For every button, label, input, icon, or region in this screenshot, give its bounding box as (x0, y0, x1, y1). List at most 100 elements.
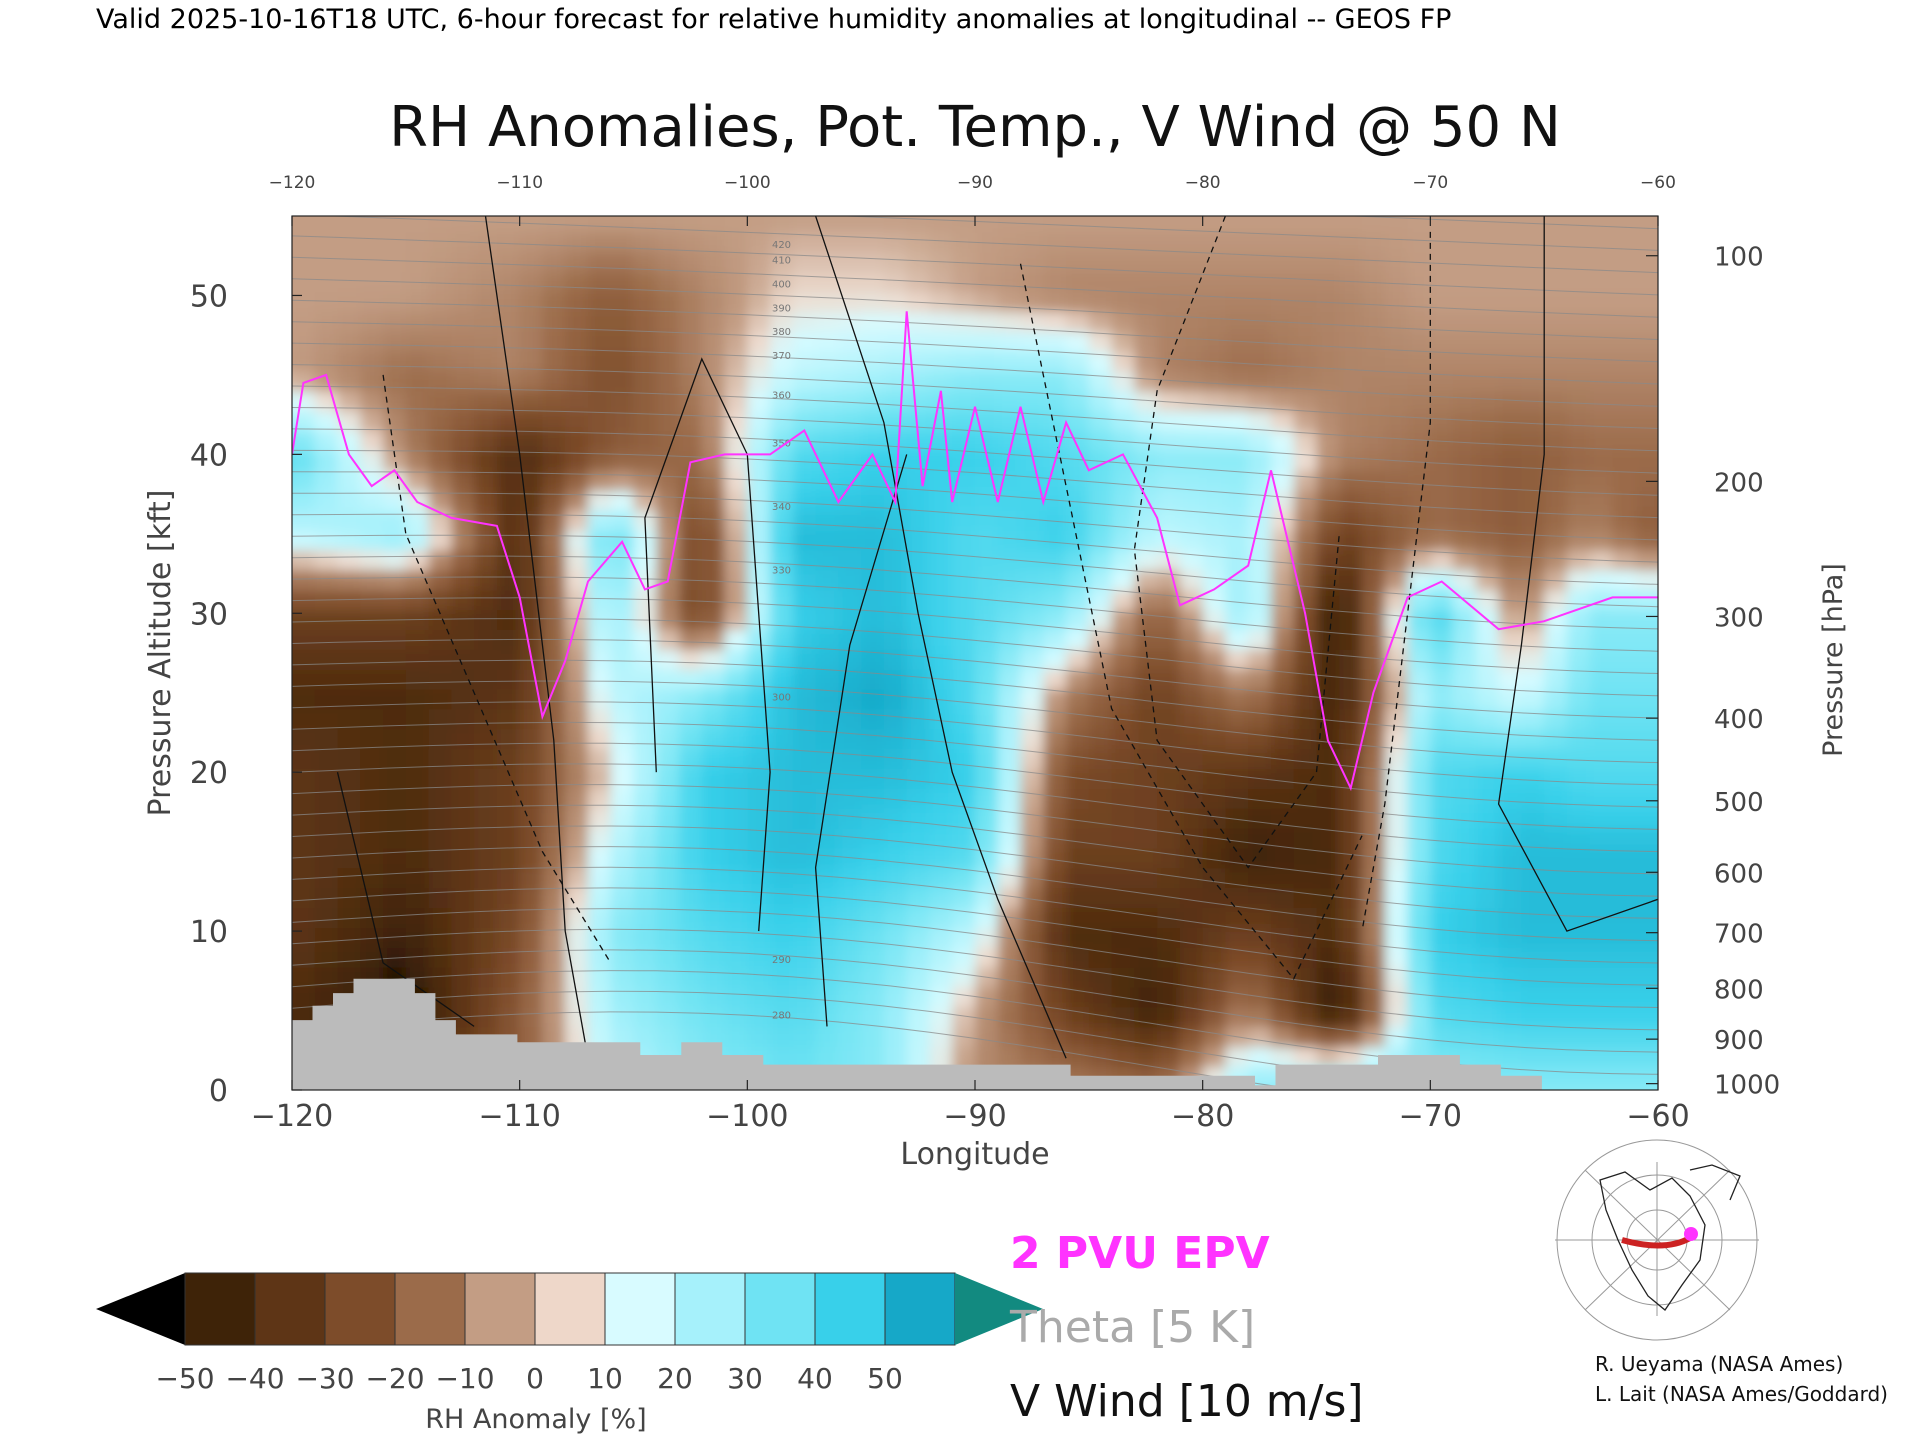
rh-cell (474, 927, 498, 948)
rh-cell (1544, 510, 1568, 531)
rh-cell (838, 907, 862, 928)
rh-cell (1248, 271, 1272, 293)
rh-cell (1612, 351, 1637, 372)
rh-cell (883, 251, 908, 273)
rh-cell (1316, 311, 1341, 332)
rh-cell (1111, 688, 1136, 710)
rh-cell (1043, 331, 1067, 352)
rh-cell (1384, 529, 1409, 551)
rh-cell (383, 529, 407, 551)
rh-cell (815, 331, 840, 352)
theta-line (292, 659, 1658, 741)
rh-cell (588, 549, 612, 571)
rh-cell (1248, 609, 1272, 630)
rh-cell (1453, 470, 1477, 491)
rh-cell (610, 867, 635, 889)
theta-label: 400 (772, 280, 791, 291)
rh-cell (792, 748, 817, 769)
rh-cell (1612, 589, 1637, 611)
rh-cell (1134, 192, 1158, 213)
rh-cell (656, 390, 680, 412)
rh-cell (1566, 847, 1591, 869)
rh-cell (610, 390, 635, 412)
v-wind-line (382, 374, 612, 964)
rh-cell (292, 927, 316, 948)
rh-cell (883, 708, 908, 730)
rh-cell (1498, 609, 1523, 630)
rh-cell (588, 847, 612, 869)
rh-cell (314, 450, 339, 472)
rh-cell (770, 708, 794, 730)
rh-cell (429, 192, 453, 213)
rh-cell (1521, 271, 1545, 293)
rh-cell (1293, 768, 1318, 789)
rh-cell (770, 470, 794, 491)
rh-cell (1111, 470, 1136, 491)
rh-cell (1088, 966, 1113, 988)
rh-cell (1384, 370, 1409, 392)
rh-cell (337, 927, 362, 948)
rh-cell (1293, 529, 1318, 551)
theta-line (292, 804, 1658, 897)
rh-cell (1521, 966, 1545, 988)
rh-cell (1020, 351, 1045, 372)
rh-cell (1407, 370, 1432, 392)
rh-cell (679, 847, 703, 869)
rh-cell (701, 887, 726, 909)
rh-cell (1088, 331, 1113, 352)
rh-cell (1157, 251, 1181, 273)
rh-cell (724, 216, 749, 233)
rh-cell (1316, 351, 1341, 372)
rh-cell (337, 569, 362, 591)
pressure-tick-label: 800 (1714, 975, 1764, 1005)
rh-cell (1271, 847, 1295, 869)
rh-cell (883, 986, 908, 1008)
rh-cell (1225, 192, 1249, 213)
rh-cell (1066, 1046, 1090, 1067)
rh-cell (1088, 430, 1113, 452)
rh-cell (1066, 490, 1090, 511)
rh-cell (337, 216, 362, 233)
rh-cell (588, 728, 612, 750)
rh-cell (314, 947, 339, 968)
rh-cell (1043, 867, 1067, 889)
rh-cell (1271, 768, 1295, 789)
rh-cell (906, 927, 931, 948)
rh-cell (861, 927, 885, 948)
rh-cell (428, 649, 453, 670)
rh-cell (975, 927, 999, 948)
rh-cell (997, 788, 1022, 809)
rh-cell (701, 351, 726, 372)
rh-cell (1157, 847, 1181, 869)
rh-cell (1157, 867, 1181, 889)
rh-cell (1020, 231, 1045, 253)
rh-cell (770, 768, 794, 789)
rh-cell (565, 807, 589, 829)
rh-cell (1271, 331, 1295, 352)
rh-cell (679, 510, 703, 531)
rh-cell (906, 807, 931, 829)
rh-cell (1453, 748, 1477, 769)
rh-cell (611, 192, 635, 213)
rh-cell (838, 331, 862, 352)
rh-cell (997, 291, 1022, 313)
rh-cell (679, 907, 703, 928)
rh-cell (610, 1026, 635, 1048)
rh-cell (1430, 907, 1454, 928)
rh-cell (815, 410, 840, 432)
rh-cell (701, 450, 726, 472)
rh-cell (792, 231, 817, 253)
rh-cell (1225, 450, 1249, 472)
rh-cell (1566, 569, 1591, 591)
rh-cell (1544, 291, 1568, 313)
rh-cell (1134, 629, 1158, 650)
rh-cell (1225, 788, 1249, 809)
v-wind-line (1497, 216, 1658, 932)
rh-cell (1612, 569, 1637, 591)
colorbar-over (955, 1273, 1043, 1345)
rh-cell (1498, 569, 1523, 591)
rh-cell (383, 216, 407, 233)
rh-cell (1248, 549, 1272, 571)
rh-cell (1566, 510, 1591, 531)
rh-cell (360, 529, 384, 551)
